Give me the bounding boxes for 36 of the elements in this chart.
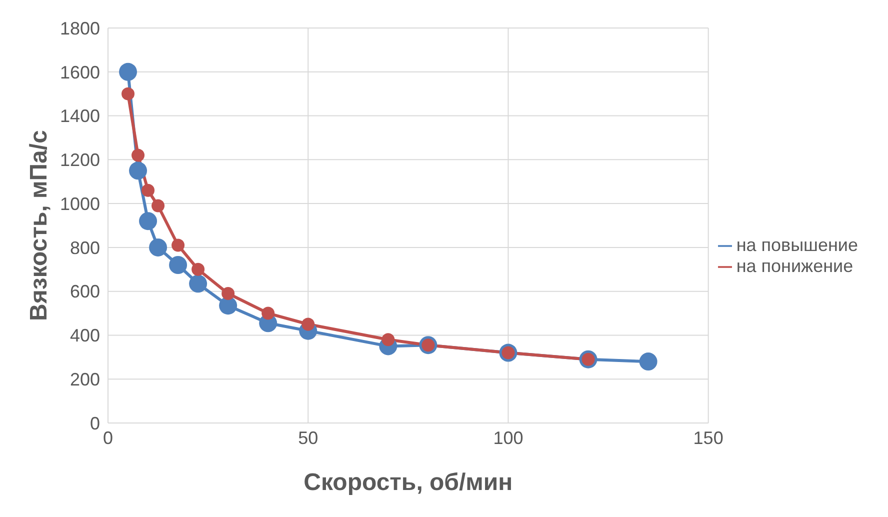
legend-label: на повышение	[736, 234, 858, 254]
point	[142, 184, 155, 197]
point	[172, 238, 185, 252]
point	[122, 87, 135, 100]
y-tick-label: 600	[70, 282, 100, 302]
point	[219, 296, 238, 315]
y-tick-label: 1800	[60, 18, 100, 38]
point	[382, 333, 395, 346]
x-tick-label: 0	[102, 428, 114, 448]
y-tick-label: 1200	[60, 150, 100, 170]
point	[132, 148, 145, 162]
y-tick-label: 800	[70, 238, 100, 258]
point	[222, 287, 235, 300]
y-tick-label: 200	[70, 370, 100, 390]
y-tick-label: 1000	[60, 194, 100, 214]
x-tick-label: 150	[693, 428, 724, 448]
point	[169, 256, 188, 274]
point	[129, 162, 148, 180]
point	[302, 318, 315, 331]
x-tick-label: 100	[493, 428, 524, 448]
point	[139, 212, 158, 230]
legend-label: на понижение	[736, 256, 854, 276]
y-axis-title: Вязкость, мПа/с	[26, 130, 53, 321]
y-tick-label: 400	[70, 326, 100, 346]
point	[119, 62, 138, 81]
y-tick-label: 0	[90, 413, 100, 434]
x-tick-label: 50	[298, 428, 318, 448]
point	[192, 262, 205, 276]
point	[189, 274, 208, 293]
point	[152, 199, 165, 212]
point	[639, 352, 658, 371]
point	[149, 238, 168, 256]
y-tick-label: 1400	[60, 106, 100, 126]
point	[262, 306, 275, 320]
y-tick-label: 1600	[60, 62, 100, 82]
x-axis-title: Скорость, об/мин	[304, 469, 513, 496]
